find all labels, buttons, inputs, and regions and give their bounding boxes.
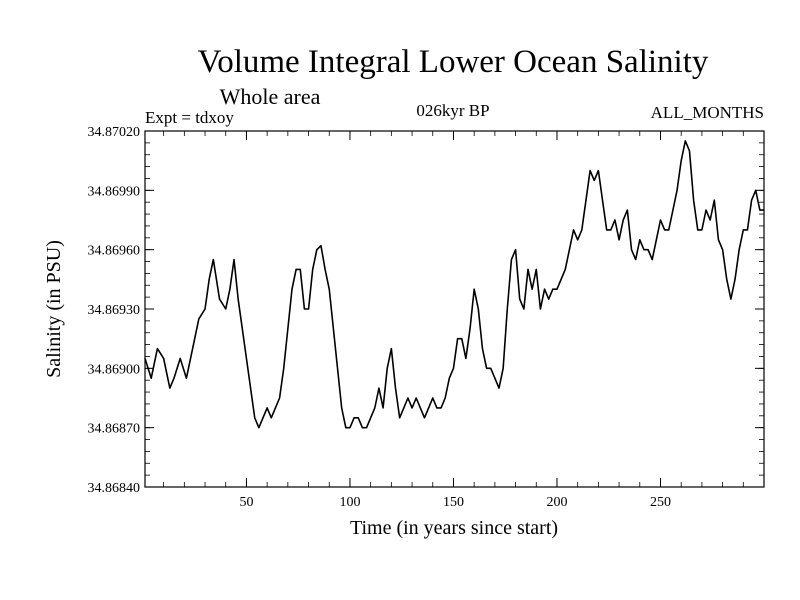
- chart-subtitle: Whole area: [220, 84, 321, 109]
- x-tick-label: 150: [443, 495, 464, 510]
- y-axis-ticks: 34.86840 34.86870 34.86900 34.86930 34.86960…: [88, 125, 764, 496]
- salinity-series-line: [144, 140, 764, 429]
- y-tick-label: 34.86870: [88, 422, 141, 437]
- experiment-annotation: Expt = tdxoy: [145, 108, 234, 127]
- x-tick-label: 100: [339, 495, 360, 510]
- months-annotation: ALL_MONTHS: [651, 103, 764, 122]
- y-tick-label: 34.86840: [88, 481, 141, 496]
- x-tick-label: 200: [546, 495, 567, 510]
- y-tick-label: 34.87020: [88, 125, 141, 140]
- x-tick-label: 250: [650, 495, 671, 510]
- y-axis-label: Salinity (in PSU): [43, 240, 65, 378]
- y-tick-label: 34.86990: [88, 184, 141, 199]
- period-annotation: 026kyr BP: [416, 101, 489, 120]
- x-axis-ticks: 50 100 150 200 250: [163, 131, 744, 510]
- x-tick-label: 50: [239, 495, 253, 510]
- x-axis-label: Time (in years since start): [350, 517, 558, 539]
- y-tick-label: 34.86960: [88, 244, 141, 259]
- y-tick-label: 34.86900: [88, 362, 141, 377]
- plot-frame: [144, 130, 765, 488]
- y-tick-label: 34.86930: [88, 303, 141, 318]
- chart-title: Volume Integral Lower Ocean Salinity: [198, 44, 709, 80]
